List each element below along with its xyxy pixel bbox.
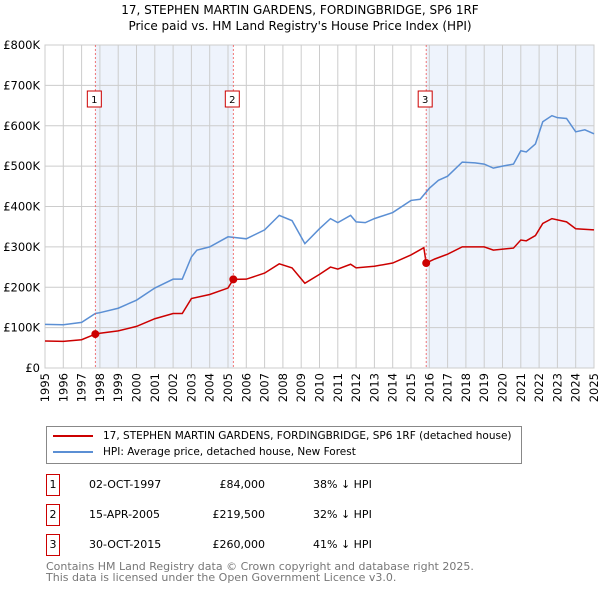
x-tick-label: 2005 [221, 373, 235, 402]
sale-price: £84,000 [219, 478, 266, 491]
y-tick-label: £0 [25, 361, 40, 375]
sale-number-badge: 3 [46, 534, 60, 556]
y-tick-label: £400K [3, 200, 40, 214]
chart-title: 17, STEPHEN MARTIN GARDENS, FORDINGBRIDG… [121, 3, 479, 17]
x-tick-label: 2025 [587, 373, 600, 402]
legend: 17, STEPHEN MARTIN GARDENS, FORDINGBRIDG… [46, 426, 522, 464]
x-tick-label: 2010 [313, 373, 327, 402]
legend-label-property: 17, STEPHEN MARTIN GARDENS, FORDINGBRIDG… [103, 430, 512, 442]
y-tick-label: £600K [3, 119, 40, 133]
x-tick-label: 2012 [349, 373, 363, 402]
x-tick-label: 2008 [276, 373, 290, 402]
x-tick-label: 2015 [404, 373, 418, 402]
legend-swatch-red [53, 435, 93, 437]
sale-number-badge: 2 [46, 504, 60, 526]
y-tick-label: £800K [3, 38, 40, 52]
x-tick-label: 2002 [166, 373, 180, 402]
x-tick-label: 2018 [459, 373, 473, 402]
x-tick-label: 2007 [258, 373, 272, 402]
sale-price: £219,500 [212, 508, 266, 521]
sale-label-number: 2 [229, 95, 235, 106]
price-chart: £0 £100K £200K £300K £400K £500K £600K £700K £80… [3, 38, 600, 402]
y-tick-label: £700K [3, 78, 40, 92]
sale-label-box [417, 90, 433, 108]
legend-label-hpi: HPI: Average price, detached house, New … [103, 446, 356, 458]
sale-label-box [86, 90, 102, 108]
x-tick-label: 1999 [111, 373, 125, 402]
y-tick-label: £300K [3, 240, 40, 254]
sale-hpi-diff: 32% ↓ HPI [313, 508, 372, 521]
sale-date: 30-OCT-2015 [89, 538, 162, 551]
x-tick-label: 2022 [532, 373, 546, 402]
x-tick-label: 1997 [75, 373, 89, 402]
x-tick-label: 2016 [422, 373, 436, 402]
sale-point [422, 259, 431, 268]
x-tick-label: 1995 [38, 373, 52, 402]
x-tick-label: 2024 [569, 373, 583, 402]
sale-label-number: 1 [91, 95, 97, 106]
footer-line-2: This data is licensed under the Open Gov… [46, 571, 397, 584]
x-tick-label: 2000 [130, 373, 144, 402]
sale-date: 02-OCT-1997 [89, 478, 162, 491]
series-line [44, 217, 595, 343]
x-tick-label: 1996 [56, 373, 70, 402]
x-tick-label: 2013 [367, 373, 381, 402]
x-tick-label: 2003 [184, 373, 198, 402]
footer-line-1: Contains HM Land Registry data © Crown c… [46, 560, 474, 573]
x-tick-label: 2017 [441, 373, 455, 402]
y-tick-label: £200K [3, 280, 40, 294]
x-tick-label: 2001 [148, 373, 162, 402]
x-tick-label: 2011 [331, 373, 345, 402]
sale-hpi-diff: 38% ↓ HPI [313, 478, 372, 491]
legend-swatch-blue [53, 451, 93, 453]
series-line [44, 114, 595, 326]
plot-border [44, 44, 595, 369]
x-tick-label: 2023 [550, 373, 564, 402]
x-tick-label: 2021 [514, 373, 528, 402]
x-tick-label: 2004 [203, 373, 217, 402]
sale-point [229, 275, 238, 284]
x-tick-label: 2006 [239, 373, 253, 402]
sale-number-badge: 1 [46, 474, 60, 496]
sale-label-number: 3 [422, 95, 428, 106]
sale-date: 15-APR-2005 [89, 508, 161, 521]
y-tick-label: £100K [3, 321, 40, 335]
x-tick-label: 2014 [386, 373, 400, 402]
sale-label-box [224, 90, 240, 108]
sale-hpi-diff: 41% ↓ HPI [313, 538, 372, 551]
y-tick-label: £500K [3, 159, 40, 173]
sale-point [91, 330, 100, 339]
x-tick-label: 2019 [477, 373, 491, 402]
chart-subtitle: Price paid vs. HM Land Registry's House … [128, 19, 472, 33]
sale-price: £260,000 [212, 538, 266, 551]
x-tick-label: 2020 [496, 373, 510, 402]
x-tick-label: 1998 [93, 373, 107, 402]
x-tick-label: 2009 [294, 373, 308, 402]
